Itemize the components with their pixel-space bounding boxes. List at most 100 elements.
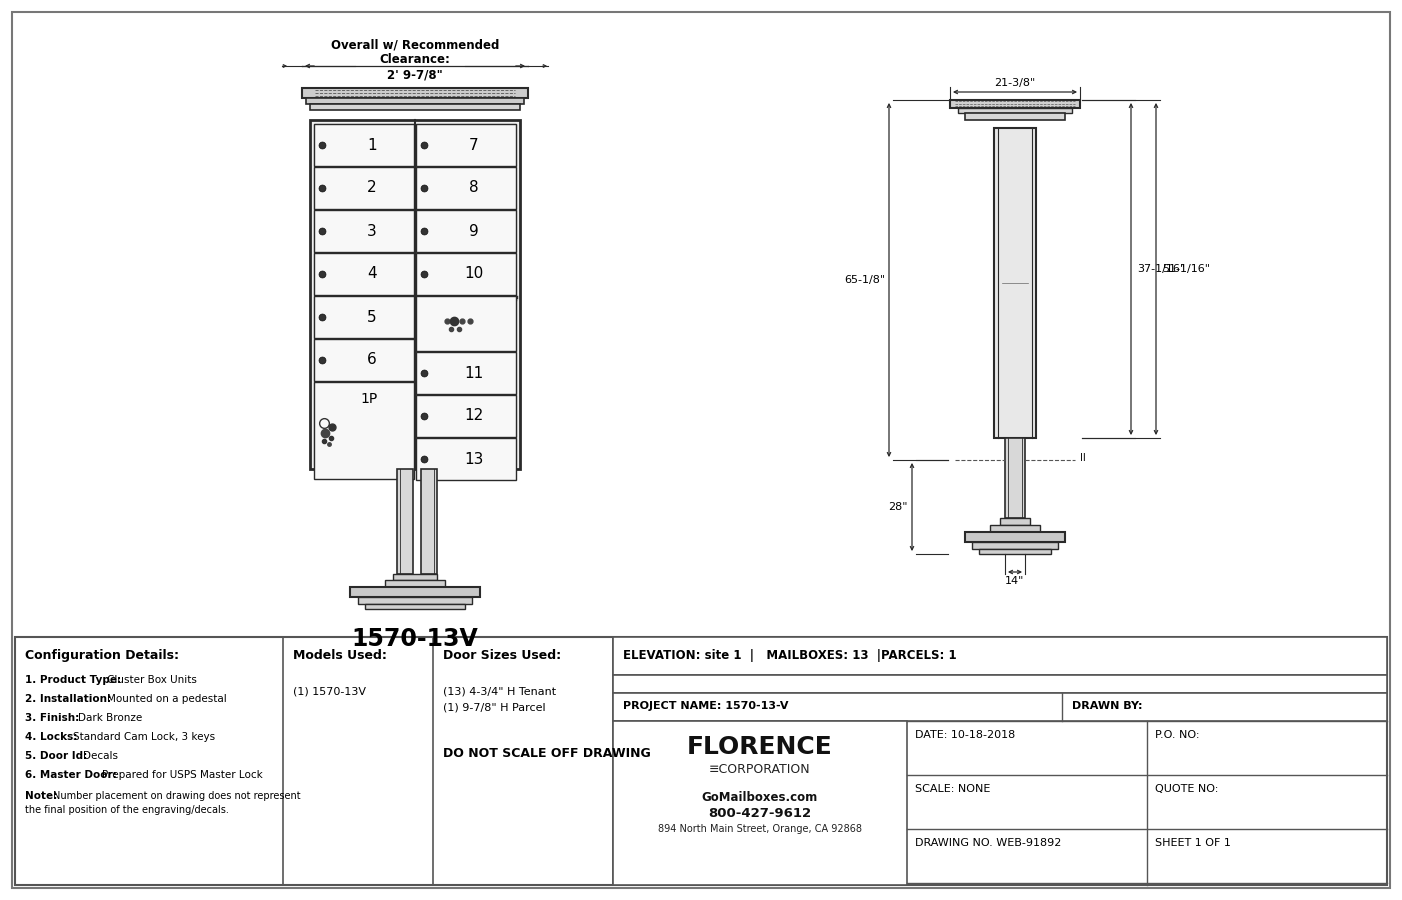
Bar [972, 542, 1059, 549]
Text: P.O. NO:: P.O. NO: [1155, 730, 1200, 740]
Text: 8: 8 [470, 181, 479, 195]
Text: the final position of the engraving/decals.: the final position of the engraving/deca… [25, 805, 229, 815]
Bar [314, 296, 414, 338]
Bar [965, 113, 1066, 120]
Bar [314, 124, 414, 166]
Text: 1P: 1P [360, 392, 377, 406]
Bar [314, 167, 414, 209]
Text: .: . [757, 783, 763, 801]
Bar [301, 88, 529, 98]
Bar [314, 124, 516, 465]
Bar [416, 352, 516, 394]
Text: (13) 4-3/4" H Tenant: (13) 4-3/4" H Tenant [443, 687, 557, 697]
Text: Cluster Box Units: Cluster Box Units [107, 675, 196, 685]
Text: SHEET 1 OF 1: SHEET 1 OF 1 [1155, 838, 1231, 848]
Text: 1: 1 [367, 138, 377, 152]
Bar [365, 604, 465, 609]
Text: 37-1/16": 37-1/16" [1137, 264, 1185, 274]
Bar [306, 98, 524, 104]
Text: 5: 5 [367, 310, 377, 325]
Bar [416, 438, 516, 480]
Text: Decals: Decals [83, 751, 118, 761]
Bar [416, 296, 516, 351]
Bar [1005, 438, 1025, 518]
Bar [965, 532, 1066, 542]
Text: 11: 11 [464, 365, 484, 381]
Text: PROJECT NAME: 1570-13-V: PROJECT NAME: 1570-13-V [622, 701, 788, 711]
Text: Note:: Note: [25, 791, 60, 801]
Text: GoMailboxes.com: GoMailboxes.com [702, 791, 819, 804]
Bar [613, 675, 1387, 693]
Text: 894 North Main Street, Orange, CA 92868: 894 North Main Street, Orange, CA 92868 [658, 824, 862, 834]
Text: Door Sizes Used:: Door Sizes Used: [443, 649, 561, 662]
Bar [386, 580, 444, 587]
Bar [990, 525, 1040, 532]
Text: II: II [1080, 453, 1085, 463]
Text: 65-1/8": 65-1/8" [844, 275, 885, 285]
Bar [416, 210, 516, 252]
Text: 2: 2 [367, 181, 377, 195]
Bar [416, 253, 516, 295]
Bar [416, 395, 516, 437]
Bar [350, 587, 479, 597]
Bar [421, 469, 437, 574]
Bar [314, 253, 414, 295]
Text: 5. Door Id:: 5. Door Id: [25, 751, 91, 761]
Text: Dark Bronze: Dark Bronze [77, 713, 142, 723]
Text: 51-1/16": 51-1/16" [1162, 264, 1210, 274]
Bar [416, 124, 516, 166]
Text: (1) 1570-13V: (1) 1570-13V [293, 687, 366, 697]
Text: 9: 9 [470, 223, 479, 238]
Text: 1. Product Type:: 1. Product Type: [25, 675, 125, 685]
Text: 28": 28" [889, 502, 908, 512]
Bar [15, 637, 1387, 885]
Bar [314, 210, 414, 252]
Text: DATE: 10-18-2018: DATE: 10-18-2018 [916, 730, 1015, 740]
Bar [1000, 518, 1030, 525]
Bar [958, 108, 1073, 113]
Text: ≡CORPORATION: ≡CORPORATION [709, 763, 810, 776]
Bar [358, 597, 472, 604]
Bar [416, 167, 516, 209]
Bar [613, 693, 1387, 721]
Text: 800-427-9612: 800-427-9612 [708, 807, 812, 820]
Text: Overall w/ Recommended
Clearance:
2' 9-7/8": Overall w/ Recommended Clearance: 2' 9-7… [331, 38, 499, 81]
Text: Models Used:: Models Used: [293, 649, 387, 662]
Text: 4. Locks:: 4. Locks: [25, 732, 81, 742]
Text: 4: 4 [367, 266, 377, 282]
Text: DRAWN BY:: DRAWN BY: [1073, 701, 1143, 711]
Text: Prepared for USPS Master Lock: Prepared for USPS Master Lock [102, 770, 262, 780]
Text: 13: 13 [464, 452, 484, 466]
Text: Configuration Details:: Configuration Details: [25, 649, 179, 662]
Text: (1) 9-7/8" H Parcel: (1) 9-7/8" H Parcel [443, 703, 545, 713]
Bar [613, 637, 1387, 675]
Text: 1570-13V: 1570-13V [352, 627, 478, 651]
Bar [979, 549, 1052, 554]
Text: Standard Cam Lock, 3 keys: Standard Cam Lock, 3 keys [73, 732, 215, 742]
Text: Number placement on drawing does not represent: Number placement on drawing does not rep… [53, 791, 300, 801]
Text: QUOTE NO:: QUOTE NO: [1155, 784, 1218, 794]
Text: 10: 10 [464, 266, 484, 282]
Text: 6. Master Door:: 6. Master Door: [25, 770, 121, 780]
Bar [310, 120, 520, 469]
Text: DO NOT SCALE OFF DRAWING: DO NOT SCALE OFF DRAWING [443, 747, 651, 760]
Bar [314, 382, 414, 479]
Text: 6: 6 [367, 353, 377, 367]
Text: FLORENCE: FLORENCE [687, 735, 833, 759]
Text: ELEVATION: site 1  |   MAILBOXES: 13  |PARCELS: 1: ELEVATION: site 1 | MAILBOXES: 13 |PARCE… [622, 649, 956, 662]
Text: 21-3/8": 21-3/8" [994, 78, 1036, 88]
Bar [613, 721, 907, 885]
Text: 3: 3 [367, 223, 377, 238]
Bar [951, 100, 1080, 108]
Text: 2. Installation:: 2. Installation: [25, 694, 115, 704]
Text: 12: 12 [464, 409, 484, 424]
Text: 14": 14" [1005, 576, 1025, 586]
Text: 7: 7 [470, 138, 479, 152]
Bar [310, 104, 520, 110]
Bar [397, 469, 414, 574]
Text: DRAWING NO. WEB-91892: DRAWING NO. WEB-91892 [916, 838, 1061, 848]
Text: 3. Finish:: 3. Finish: [25, 713, 83, 723]
Text: Mounted on a pedestal: Mounted on a pedestal [107, 694, 226, 704]
Bar [393, 574, 437, 580]
Bar [314, 339, 414, 381]
